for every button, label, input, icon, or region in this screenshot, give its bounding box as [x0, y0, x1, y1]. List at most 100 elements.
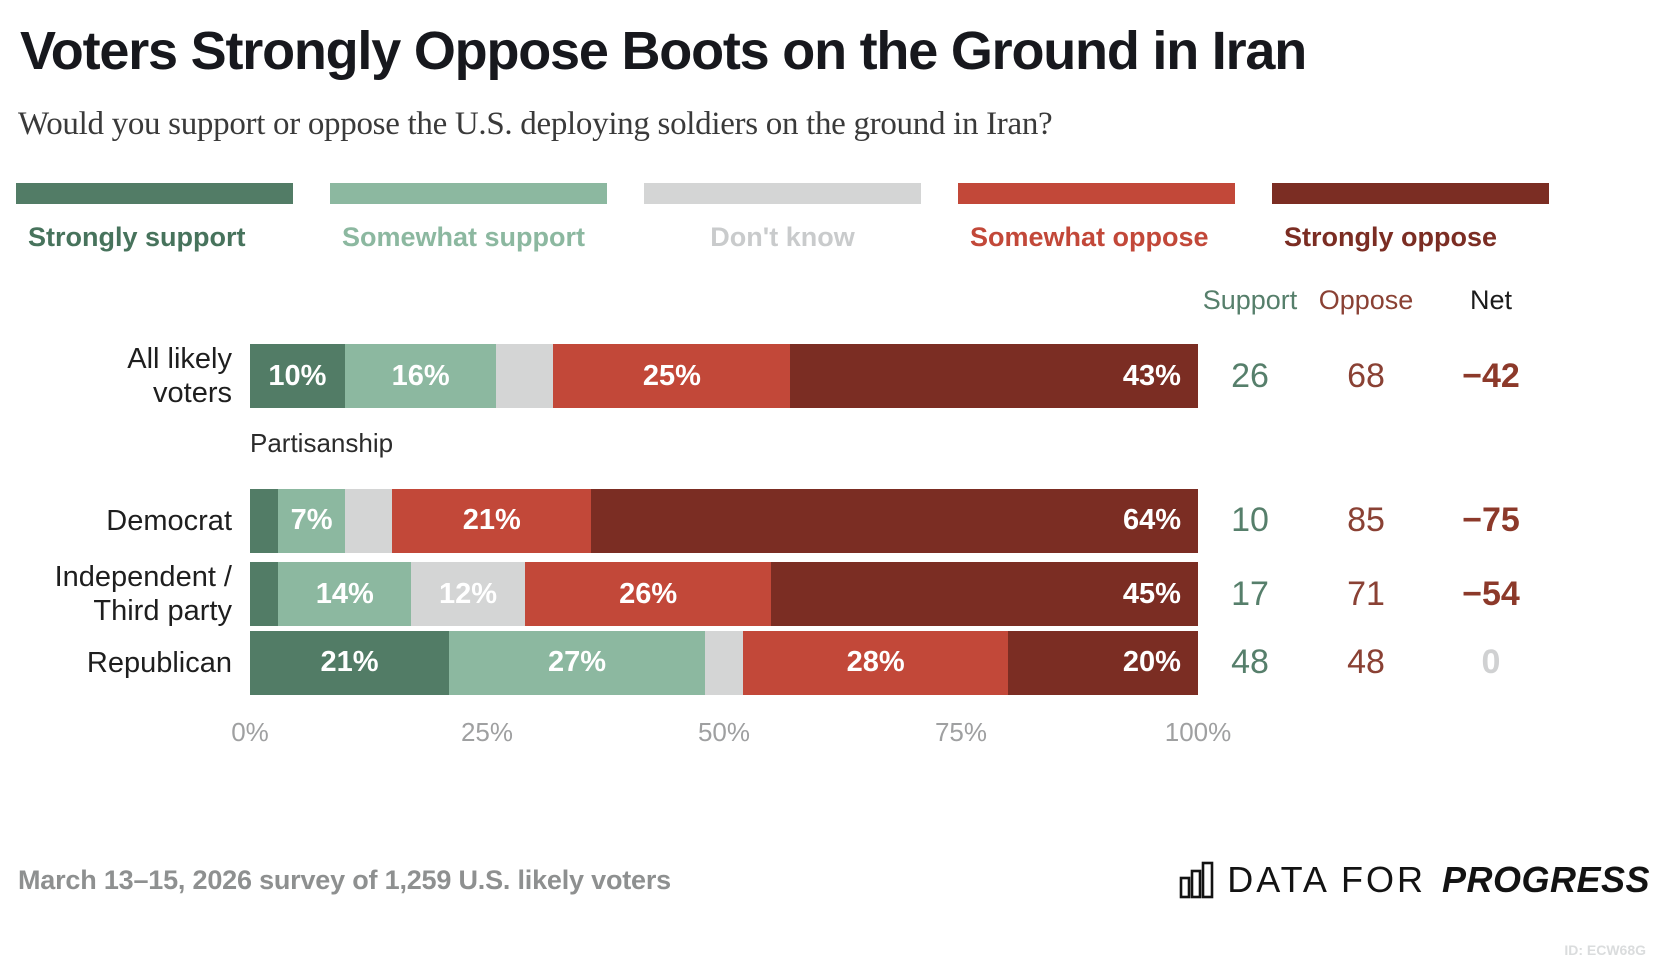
support-value: 26 [1231, 356, 1269, 395]
bar-segment-strongly-support [250, 562, 279, 627]
legend-label-dont-know: Don't know [710, 222, 855, 253]
net-value: −75 [1462, 501, 1520, 540]
net-value: −54 [1462, 574, 1520, 613]
bar-segment-value: 21% [462, 504, 521, 537]
x-axis-tick: 50% [697, 716, 751, 747]
bar-segment-somewhat-oppose: 28% [742, 630, 1009, 695]
oppose-value: 71 [1347, 574, 1385, 613]
x-axis-tick: 100% [1164, 716, 1232, 747]
bar-segment-somewhat-support: 27% [449, 630, 706, 695]
chart-id-tag: ID: ECW68G [1564, 942, 1646, 958]
table-row: All likely voters 10% 16% 25% 43% 26 68 −42 [16, 342, 1666, 409]
stacked-bar: 10% 16% 25% 43% [250, 344, 1198, 409]
bar-segment-value: 12% [439, 577, 498, 610]
legend-item-strongly-oppose: Strongly oppose [1272, 183, 1549, 258]
legend-item-somewhat-oppose: Somewhat oppose [958, 183, 1235, 258]
stacked-bar: 14% 12% 26% 45% [250, 562, 1198, 627]
legend-item-strongly-support: Strongly support [16, 183, 293, 258]
survey-question: Would you support or oppose the U.S. dep… [18, 106, 1053, 143]
x-axis: 0% 25% 50% 75% 100% [231, 716, 1231, 757]
stacked-bar: 21% 27% 28% 20% [250, 630, 1198, 695]
bar-segment-value: 64% [1122, 504, 1181, 537]
survey-source-note: March 13–15, 2026 survey of 1,259 U.S. l… [18, 864, 671, 895]
x-axis-tick: 0% [231, 716, 269, 747]
bar-segment-somewhat-oppose: 25% [553, 344, 791, 409]
bar-segment-somewhat-oppose: 21% [392, 488, 592, 553]
bar-segment-value: 10% [268, 359, 327, 392]
row-label: All likely voters [127, 342, 232, 410]
support-value: 48 [1231, 643, 1269, 682]
bar-segment-strongly-support: 10% [250, 344, 345, 409]
table-row: Democrat 7% 21% 64% 10 85 −75 [16, 488, 1666, 553]
support-value: 10 [1231, 501, 1269, 540]
bar-segment-value: 26% [619, 577, 678, 610]
section-row: Partisanship [16, 406, 1666, 482]
bar-segment-strongly-oppose: 64% [591, 488, 1198, 553]
legend-swatch-somewhat-support [330, 183, 607, 205]
page-title: Voters Strongly Oppose Boots on the Grou… [20, 21, 1307, 81]
bar-segment-dont-know [344, 488, 393, 553]
legend-item-dont-know: Don't know [644, 183, 921, 258]
row-label: Independent / Third party [54, 560, 232, 628]
table-row: Republican 21% 27% 28% 20% 48 48 0 [16, 630, 1666, 695]
bar-segment-value: 45% [1122, 577, 1181, 610]
legend: Strongly support Somewhat support Don't kn… [16, 183, 1549, 258]
net-column-header: Net [1469, 284, 1513, 315]
stacked-bar-chart: Support Oppose Net All likely voters 10% 16… [16, 274, 1666, 761]
bar-segment-value: 20% [1122, 646, 1181, 679]
oppose-value: 85 [1347, 501, 1385, 540]
bar-segment-dont-know: 12% [411, 562, 525, 627]
support-value: 17 [1231, 574, 1269, 613]
bar-chart-icon [1179, 861, 1215, 899]
legend-swatch-strongly-support [16, 183, 293, 205]
bar-segment-strongly-oppose: 20% [1008, 630, 1198, 695]
x-axis-tick: 75% [934, 716, 988, 747]
bar-segment-somewhat-support: 16% [344, 344, 497, 409]
bar-segment-somewhat-support: 7% [278, 488, 345, 553]
net-value: −42 [1462, 356, 1520, 395]
bar-segment-dont-know [496, 344, 554, 409]
legend-label-strongly-support: Strongly support [28, 222, 246, 253]
logo-text-data-for: DATA FOR [1227, 859, 1426, 900]
bar-segment-value: 14% [315, 577, 374, 610]
bar-segment-strongly-oppose: 45% [771, 562, 1198, 627]
bar-segment-strongly-support [250, 488, 279, 553]
legend-swatch-somewhat-oppose [958, 183, 1235, 205]
summary-header-row: Support Oppose Net [16, 274, 1666, 318]
bar-segment-value: 25% [642, 359, 701, 392]
bar-segment-dont-know [705, 630, 743, 695]
row-label: Republican [86, 646, 232, 679]
net-value: 0 [1481, 643, 1501, 682]
x-axis-tick: 25% [460, 716, 514, 747]
legend-item-somewhat-support: Somewhat support [330, 183, 607, 258]
x-axis-row: 0% 25% 50% 75% 100% [16, 703, 1666, 761]
bar-segment-value: 16% [391, 359, 450, 392]
oppose-value: 68 [1347, 356, 1385, 395]
table-row: Independent / Third party 14% 12% 26% 45% 17 71… [16, 560, 1666, 627]
bar-segment-value: 28% [846, 646, 905, 679]
legend-label-strongly-oppose: Strongly oppose [1284, 222, 1498, 253]
legend-label-somewhat-support: Somewhat support [342, 222, 586, 253]
bar-segment-strongly-oppose: 43% [790, 344, 1198, 409]
footer: March 13–15, 2026 survey of 1,259 U.S. l… [18, 852, 1650, 908]
rows-partisan: Democrat 7% 21% 64% 10 85 −75 Independent / Thir… [16, 488, 1666, 695]
stacked-bar: 7% 21% 64% [250, 488, 1198, 553]
data-for-progress-logo: DATA FOR PROGRESS [1179, 859, 1650, 901]
oppose-column-header: Oppose [1318, 284, 1414, 315]
bar-segment-strongly-support: 21% [250, 630, 450, 695]
row-label: Democrat [106, 504, 232, 537]
oppose-value: 48 [1347, 643, 1385, 682]
bar-segment-somewhat-support: 14% [278, 562, 412, 627]
legend-label-somewhat-oppose: Somewhat oppose [970, 222, 1209, 253]
bar-segment-somewhat-oppose: 26% [524, 562, 772, 627]
legend-swatch-strongly-oppose [1272, 183, 1549, 205]
bar-segment-value: 43% [1122, 359, 1181, 392]
bar-segment-value: 7% [290, 504, 333, 537]
support-column-header: Support [1202, 284, 1298, 315]
rows-all: All likely voters 10% 16% 25% 43% 26 68 −42 [16, 342, 1666, 409]
bar-segment-value: 21% [320, 646, 379, 679]
legend-swatch-dont-know [644, 183, 921, 205]
bar-segment-value: 27% [548, 646, 607, 679]
section-label: Partisanship [250, 428, 394, 459]
poll-chart-page: Voters Strongly Oppose Boots on the Grou… [16, 21, 1666, 958]
